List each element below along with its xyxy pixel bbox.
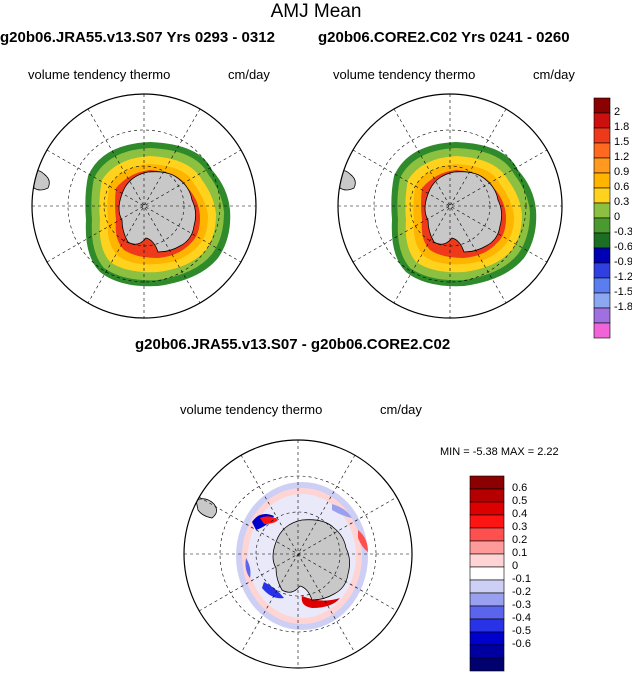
colorbar-tick-label: -0.6 <box>614 241 632 253</box>
colorbar-top <box>593 97 611 339</box>
colorbar-swatch <box>469 631 505 646</box>
colorbar-tick-label: -0.6 <box>512 638 531 650</box>
colorbar-swatch <box>593 157 611 174</box>
colorbar-tick-label: -0.1 <box>512 573 531 585</box>
colorbar-swatch <box>593 322 611 339</box>
south-america-landmass <box>338 170 356 191</box>
colorbar-swatch <box>593 217 611 234</box>
map-panel-difference <box>183 439 413 669</box>
colorbar-swatch <box>593 232 611 249</box>
colorbar-swatch <box>469 618 505 633</box>
map-panel-1 <box>31 93 257 319</box>
south-america-landmass <box>32 170 50 191</box>
colorbar-swatch <box>469 514 505 529</box>
colorbar-swatch <box>469 579 505 594</box>
colorbar-tick-label: -1.8 <box>614 301 632 313</box>
colorbar-swatch <box>469 553 505 568</box>
colorbar-tick-label: 1.8 <box>614 121 630 133</box>
colorbar-swatch <box>469 657 505 672</box>
colorbar-swatch <box>593 247 611 264</box>
colorbar-tick-label: 1.5 <box>614 136 630 148</box>
colorbar-tick-label: 0.5 <box>512 495 528 507</box>
panel-2-title: g20b06.CORE2.C02 Yrs 0241 - 0260 <box>318 29 570 46</box>
colorbar-tick-label: -0.5 <box>512 625 531 637</box>
panel-2-variable: volume tendency thermo <box>333 67 476 82</box>
colorbar-swatch <box>593 277 611 294</box>
colorbar-tick-label: 0 <box>512 560 519 572</box>
colorbar-swatch <box>469 605 505 620</box>
colorbar-swatch <box>469 540 505 555</box>
colorbar-tick-label: -0.2 <box>512 586 531 598</box>
colorbar-tick-label: 0.9 <box>614 166 630 178</box>
colorbar-tick-label: 0.3 <box>614 196 630 208</box>
panel-1-title: g20b06.JRA55.v13.S07 Yrs 0293 - 0312 <box>0 29 275 46</box>
map-panel-2 <box>337 93 563 319</box>
colorbar-swatch <box>469 501 505 516</box>
colorbar-swatch <box>469 566 505 581</box>
page-title: AMJ Mean <box>270 1 362 22</box>
colorbar-swatch <box>593 97 611 114</box>
south-america-landmass <box>195 498 217 519</box>
map-boundary-circle <box>31 93 257 319</box>
colorbar-swatch <box>469 527 505 542</box>
colorbar-tick-label: 1.2 <box>614 151 630 163</box>
colorbar-tick-label: 0 <box>614 211 621 223</box>
colorbar-swatch <box>593 172 611 189</box>
colorbar-swatch <box>469 592 505 607</box>
colorbar-tick-label: -0.4 <box>512 612 531 624</box>
colorbar-tick-label: -0.3 <box>512 599 531 611</box>
colorbar-swatch <box>593 127 611 144</box>
graticule <box>338 94 562 318</box>
colorbar-tick-label: 2 <box>614 106 621 118</box>
colorbar-difference <box>469 475 505 672</box>
colorbar-swatch <box>593 292 611 309</box>
map-boundary-circle <box>183 439 413 669</box>
colorbar-swatch <box>593 307 611 324</box>
graticule <box>184 440 412 668</box>
colorbar-tick-label: 0.6 <box>512 482 528 494</box>
colorbar-tick-label: -1.5 <box>614 286 632 298</box>
colorbar-swatch <box>469 644 505 659</box>
panel-1-variable: volume tendency thermo <box>28 67 171 82</box>
colorbar-tick-label: 0.4 <box>512 508 528 520</box>
colorbar-swatch <box>593 262 611 279</box>
map-boundary-circle <box>337 93 563 319</box>
colorbar-swatch <box>469 488 505 503</box>
diff-min-max-stats: MIN = -5.38 MAX = 2.22 <box>440 446 559 458</box>
diff-panel-variable: volume tendency thermo <box>180 402 323 417</box>
graticule <box>32 94 256 318</box>
colorbar-swatch <box>469 475 505 490</box>
colorbar-tick-label: 0.2 <box>512 534 528 546</box>
colorbar-tick-label: -0.3 <box>614 226 632 238</box>
colorbar-swatch <box>593 202 611 219</box>
diff-panel-units: cm/day <box>380 402 422 417</box>
colorbar-tick-label: -1.2 <box>614 271 632 283</box>
antarctica-landmass <box>118 171 196 253</box>
panel-2-units: cm/day <box>533 67 575 82</box>
colorbar-swatch <box>593 187 611 204</box>
antarctica-landmass <box>424 171 502 253</box>
colorbar-swatch <box>593 112 611 129</box>
colorbar-tick-label: 0.6 <box>614 181 630 193</box>
colorbar-tick-label: 0.1 <box>512 547 528 559</box>
colorbar-tick-label: -0.9 <box>614 256 632 268</box>
colorbar-swatch <box>593 142 611 159</box>
diff-panel-title: g20b06.JRA55.v13.S07 - g20b06.CORE2.C02 <box>135 336 451 353</box>
panel-1-units: cm/day <box>228 67 270 82</box>
antarctica-landmass <box>272 519 350 601</box>
colorbar-tick-label: 0.3 <box>512 521 528 533</box>
